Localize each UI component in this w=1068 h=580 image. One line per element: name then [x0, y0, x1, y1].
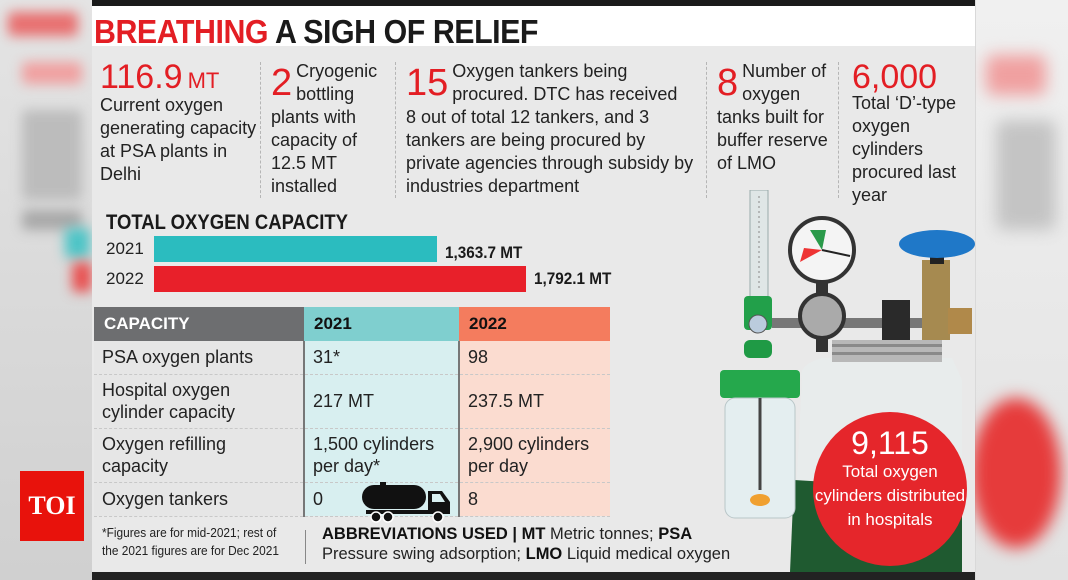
bar-2022: [154, 266, 526, 292]
cell-2021: 217 MT: [304, 374, 460, 429]
chart-title: TOTAL OXYGEN CAPACITY: [106, 211, 348, 234]
abbr-key: PSA: [658, 525, 693, 543]
capacity-table: CAPACITY 2021 2022 PSA oxygen plants 31*…: [94, 307, 610, 517]
stat-text-inline: Cryogenic bottling: [296, 61, 378, 104]
row-label: Hospital oxygen cylinder capacity: [94, 374, 305, 429]
bar-row-2022: 2022 1,792.1 MT: [106, 265, 620, 293]
stat-buffer-tanks: 8 Number of oxygen tanks built for buffe…: [717, 60, 832, 175]
callout-text: Total oxygen cylinders distributed in ho…: [814, 462, 966, 529]
infographic-card: BREATHING A SIGH OF RELIEF 116.9 MT Curr…: [92, 0, 975, 580]
stat-text: 8 out of total 12 tankers, and 3 tankers…: [406, 107, 694, 196]
stat-text: Current oxygen generating capacity at PS…: [100, 95, 257, 184]
footer-divider: [305, 530, 306, 564]
header-2022: 2022: [459, 307, 610, 341]
cell-2022: 2,900 cylinders per day: [459, 428, 610, 483]
header-2021: 2021: [304, 307, 459, 341]
abbr-meaning: Pressure swing adsorption;: [322, 545, 522, 563]
abbr-meaning: Metric tonnes;: [550, 525, 654, 543]
abbr-key: LMO: [525, 545, 563, 563]
stat-text: Total ‘D’-type oxygen cylinders procured…: [852, 93, 957, 205]
stat-value: 8: [717, 62, 739, 104]
divider: [260, 62, 261, 198]
table-row: Hospital oxygen cylinder capacity 217 MT…: [94, 374, 610, 429]
stat-unit: MT: [187, 68, 220, 93]
stat-value: 6,000: [852, 58, 938, 96]
bar-label: 2022: [106, 269, 144, 288]
headline-black: A SIGH OF RELIEF: [274, 13, 539, 50]
row-label: PSA oxygen plants: [94, 341, 305, 375]
cylinders-distributed-callout: 9,115 Total oxygen cylinders distributed…: [813, 412, 967, 566]
stat-oxygen-tankers: 15 Oxygen tankers being procured. DTC ha…: [406, 60, 696, 198]
callout-value: 9,115: [851, 425, 929, 461]
bar-value: 1,792.1 MT: [534, 269, 612, 288]
valve-knob-icon: [899, 230, 975, 258]
tanker-truck-icon: [362, 482, 450, 523]
cell-2022: 237.5 MT: [459, 374, 610, 429]
divider: [706, 62, 707, 198]
abbreviations: ABBREVIATIONS USED | MT Metric tonnes; P…: [322, 524, 762, 564]
row-label: Oxygen refilling capacity: [94, 428, 305, 483]
stat-text: tanks built for buffer reserve of LMO: [717, 107, 828, 173]
abbr-meaning: Liquid medical oxygen: [566, 545, 731, 563]
stat-d-type-cylinders: 6,000 Total ‘D’-type oxygen cylinders pr…: [852, 58, 967, 207]
stat-text-inline: Oxygen tankers being procured. DTC has r…: [452, 61, 678, 104]
abbr-key: MT: [521, 525, 546, 543]
stat-text: plants with capacity of 12.5 MT installe…: [271, 107, 358, 196]
cell-2021: 1,500 cylinders per day*: [304, 428, 460, 483]
stat-value: 116.9: [100, 58, 183, 96]
table-row: PSA oxygen plants 31* 98: [94, 341, 610, 375]
bar-row-2021: 2021 1,363.7 MT: [106, 235, 531, 263]
table-row: Oxygen refilling capacity 1,500 cylinder…: [94, 428, 610, 483]
cell-2021: 31*: [304, 341, 460, 375]
top-bar: [92, 0, 975, 6]
header-capacity: CAPACITY: [94, 307, 304, 341]
bar-2021: [154, 236, 437, 262]
table-row: Oxygen tankers 0 8: [94, 482, 610, 517]
footnote: *Figures are for mid-2021; rest of the 2…: [102, 526, 279, 558]
cell-2022: 98: [459, 341, 610, 375]
cell-2022: 8: [459, 482, 610, 517]
bar-value: 1,363.7 MT: [445, 243, 523, 262]
stat-cryogenic-plants: 2 Cryogenic bottling plants with capacit…: [271, 60, 391, 198]
stat-value: 15: [406, 62, 449, 104]
blurred-background-right: [971, 0, 1068, 580]
stat-psa-capacity: 116.9 MT Current oxygen generating capac…: [100, 60, 260, 186]
row-label: Oxygen tankers: [94, 482, 305, 517]
table-header: CAPACITY 2021 2022: [94, 307, 610, 341]
stat-text-inline: Number of oxygen: [742, 61, 827, 104]
headline-red: BREATHING: [94, 13, 269, 50]
headline-bar: BREATHING A SIGH OF RELIEF: [92, 6, 975, 50]
stat-value: 2: [271, 62, 293, 104]
bottom-bar: [92, 572, 975, 580]
abbr-label: ABBREVIATIONS USED |: [322, 525, 517, 543]
divider: [838, 62, 839, 198]
divider: [395, 62, 396, 198]
headline: BREATHING A SIGH OF RELIEF: [94, 13, 538, 51]
bar-label: 2021: [106, 239, 144, 258]
toi-logo: TOI: [20, 471, 84, 541]
